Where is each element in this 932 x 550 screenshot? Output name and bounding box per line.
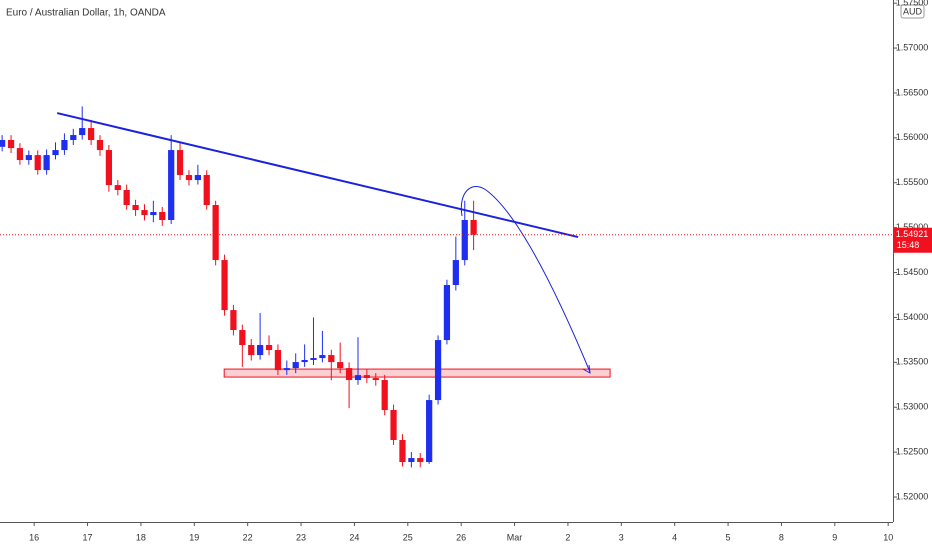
y-tick-label: 1.57500 <box>896 0 929 8</box>
y-tick-label: 1.55000 <box>896 222 929 232</box>
y-tick-label: 1.56000 <box>896 132 929 142</box>
chart-title: Euro / Australian Dollar, 1h, OANDA <box>6 8 166 19</box>
trendline <box>56 112 579 239</box>
candle-body <box>52 150 59 156</box>
candle-body <box>328 355 335 363</box>
last-price-box <box>894 227 932 253</box>
candle-body <box>443 285 451 341</box>
candle-body <box>274 350 282 371</box>
x-tick-label: 19 <box>189 532 199 542</box>
x-tick-label: 5 <box>726 532 731 542</box>
x-tick-label: 18 <box>136 532 146 542</box>
last-price-label: 1.54921 <box>896 229 929 239</box>
candle-body <box>283 368 290 371</box>
candle-body <box>16 148 24 161</box>
candle-body <box>470 220 477 235</box>
candle-body <box>319 355 326 359</box>
candle-body <box>176 150 184 176</box>
candle-body <box>310 358 317 361</box>
candle-body <box>159 212 166 221</box>
x-tick-label: 10 <box>883 532 893 542</box>
candle-body <box>417 458 424 463</box>
y-tick-label: 1.53000 <box>896 402 929 412</box>
candle-body <box>25 155 32 161</box>
candle-body <box>337 362 344 369</box>
candle-body <box>185 175 193 181</box>
candle-body <box>265 345 273 351</box>
candle-body <box>248 345 255 356</box>
candle-body <box>239 330 246 346</box>
x-tick-label: 4 <box>672 532 677 542</box>
x-tick-label: 17 <box>83 532 93 542</box>
y-tick-label: 1.57000 <box>896 42 929 52</box>
candle-body <box>132 205 139 211</box>
x-tick-label: 2 <box>565 532 570 542</box>
candle-body <box>88 128 95 140</box>
x-tick-label: 22 <box>243 532 253 542</box>
candle-body <box>452 260 459 286</box>
marks <box>0 106 611 468</box>
candle-body <box>34 155 41 171</box>
candle-body <box>363 375 370 379</box>
currency-label: AUD <box>903 6 923 16</box>
projection-arrow <box>460 185 591 373</box>
candle-body <box>301 360 308 363</box>
candle-body <box>79 128 86 136</box>
candle-body <box>96 139 104 151</box>
candle-body <box>212 205 219 261</box>
x-tick-label: 16 <box>29 532 39 542</box>
y-tick-label: 1.53500 <box>896 357 929 367</box>
candle-body <box>70 135 77 140</box>
candle-body <box>141 210 148 216</box>
candle-body <box>194 175 201 181</box>
candle-body <box>61 139 68 151</box>
candle-body <box>408 458 415 463</box>
support-zone <box>223 368 611 378</box>
candle-body <box>426 400 433 463</box>
candle-body <box>292 362 299 369</box>
x-tick-label: 23 <box>296 532 306 542</box>
candle-body <box>434 340 442 401</box>
x-tick-label: Mar <box>507 532 523 542</box>
candle-body <box>354 375 362 381</box>
arrow-head <box>582 364 591 374</box>
x-tick-label: 3 <box>619 532 624 542</box>
candle-body <box>150 212 157 216</box>
candle-body <box>399 440 406 463</box>
candle-body <box>123 190 130 206</box>
x-tick-label: 9 <box>832 532 837 542</box>
candle-body <box>372 378 379 381</box>
x-tick-label: 8 <box>779 532 784 542</box>
candle-body <box>345 368 353 381</box>
candle-body <box>461 220 468 261</box>
candle-body <box>230 310 237 331</box>
x-tick-label: 26 <box>456 532 466 542</box>
candle-body <box>114 185 121 191</box>
candle-body <box>381 380 388 411</box>
candle-body <box>390 410 397 441</box>
countdown-label: 15:48 <box>897 240 920 250</box>
candle-body <box>105 150 113 186</box>
y-tick-label: 1.54000 <box>896 312 929 322</box>
y-tick-label: 1.54500 <box>896 267 929 277</box>
y-tick-label: 1.55500 <box>896 177 929 187</box>
y-tick-label: 1.52500 <box>896 447 929 457</box>
x-tick-label: 24 <box>349 532 359 542</box>
candle-body <box>256 345 264 356</box>
candle-body <box>7 139 15 149</box>
candle-body <box>168 150 175 221</box>
y-tick-label: 1.56500 <box>896 87 929 97</box>
candle-body <box>43 155 50 171</box>
currency-box <box>900 4 925 19</box>
y-tick-label: 1.52000 <box>896 491 929 501</box>
candle-body <box>0 139 6 147</box>
candle-body <box>221 260 228 311</box>
x-tick-label: 25 <box>403 532 413 542</box>
candle-body <box>203 175 210 206</box>
